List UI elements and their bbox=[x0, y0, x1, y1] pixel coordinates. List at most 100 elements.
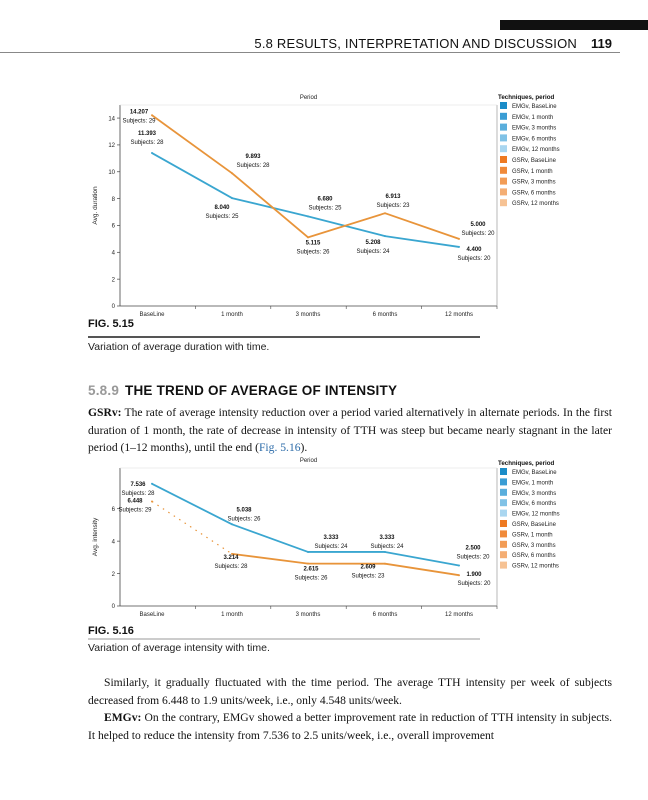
data-point bbox=[151, 114, 153, 117]
data-point bbox=[231, 197, 233, 200]
x-tick-label: 3 months bbox=[296, 312, 321, 318]
x-tick-label: BaseLine bbox=[139, 312, 165, 318]
data-point bbox=[307, 215, 309, 218]
data-point bbox=[384, 562, 386, 565]
header-bar bbox=[500, 20, 648, 30]
data-label-subjects: Subjects: 20 bbox=[457, 256, 491, 262]
chart-title: Period bbox=[300, 95, 317, 101]
series-gsrv-segment bbox=[151, 500, 233, 555]
data-label-subjects: Subjects: 29 bbox=[122, 118, 156, 124]
x-tick-label: 1 month bbox=[221, 612, 243, 618]
legend-swatch bbox=[500, 540, 507, 548]
data-label-subjects: Subjects: 28 bbox=[214, 564, 248, 570]
x-tick-label: 12 months bbox=[445, 612, 473, 618]
x-tick-label: BaseLine bbox=[139, 612, 165, 618]
data-label-value: 14.207 bbox=[130, 109, 149, 115]
legend-swatch bbox=[500, 488, 507, 496]
legend-item: GSRv, 1 month bbox=[512, 169, 553, 175]
legend-swatch bbox=[500, 166, 507, 174]
data-label-value: 5.115 bbox=[306, 240, 321, 246]
y-tick-label: 0 bbox=[112, 604, 116, 610]
legend-item: EMGv, 3 months bbox=[512, 126, 556, 132]
series-emgv-segment bbox=[384, 551, 460, 567]
section-heading: 5.8.9 THE TREND OF AVERAGE OF INTENSITY bbox=[88, 383, 397, 398]
data-label-value: 4.400 bbox=[466, 247, 482, 253]
data-label-subjects: Subjects: 24 bbox=[356, 249, 390, 255]
series-gsrv-segment bbox=[307, 212, 386, 239]
data-point bbox=[231, 172, 233, 175]
legend-item: EMGv, BaseLine bbox=[512, 470, 557, 476]
data-label-value: 5.000 bbox=[470, 222, 486, 228]
data-point bbox=[307, 550, 309, 553]
data-point bbox=[458, 574, 460, 577]
legend-swatch bbox=[500, 509, 507, 517]
figure-link[interactable]: Fig. 5.16 bbox=[258, 441, 301, 454]
page-number: 119 bbox=[591, 36, 612, 51]
legend-item: EMGv, 12 months bbox=[512, 147, 560, 153]
legend-swatch bbox=[500, 561, 507, 569]
data-label-value: 3.333 bbox=[379, 535, 395, 541]
data-label-subjects: Subjects: 25 bbox=[308, 205, 342, 211]
data-point bbox=[307, 236, 309, 239]
y-tick-label: 0 bbox=[112, 304, 116, 310]
legend-swatch bbox=[500, 499, 507, 507]
legend-item: GSRv, BaseLine bbox=[512, 158, 557, 164]
figure-rule bbox=[88, 638, 480, 640]
data-label-subjects: Subjects: 29 bbox=[118, 507, 152, 513]
paragraph-text: The rate of average intensity reduction … bbox=[88, 406, 612, 454]
data-label-value: 5.208 bbox=[365, 240, 381, 246]
data-label-subjects: Subjects: 24 bbox=[314, 544, 348, 550]
paragraph-text: On the contrary, EMGv showed a better im… bbox=[88, 711, 612, 742]
y-axis-label: Avg. duration bbox=[92, 186, 99, 225]
legend-item: EMGv, 6 months bbox=[512, 136, 556, 142]
legend-swatch bbox=[500, 530, 507, 538]
data-point bbox=[151, 152, 153, 155]
legend-item: GSRv, 1 month bbox=[512, 532, 553, 538]
paragraph-emgv: EMGv: On the contrary, EMGv showed a bet… bbox=[88, 709, 612, 744]
paragraph-lead: EMGv: bbox=[104, 711, 142, 724]
legend-swatch bbox=[500, 145, 507, 153]
legend-item: GSRv, 12 months bbox=[512, 564, 559, 570]
legend-item: GSRv, 3 months bbox=[512, 180, 556, 186]
series-gsrv-segment bbox=[231, 552, 309, 565]
data-label-subjects: Subjects: 28 bbox=[236, 163, 270, 169]
y-tick-label: 14 bbox=[108, 116, 115, 122]
paragraph-lead: GSRv: bbox=[88, 406, 122, 419]
legend-item: GSRv, 6 months bbox=[512, 553, 556, 559]
y-tick-label: 8 bbox=[112, 197, 116, 203]
legend-title: Techniques, period bbox=[498, 94, 554, 101]
data-point bbox=[384, 550, 386, 553]
data-label-subjects: Subjects: 20 bbox=[461, 231, 495, 237]
data-label-subjects: Subjects: 23 bbox=[351, 574, 385, 580]
data-label-value: 6.448 bbox=[127, 498, 143, 504]
y-tick-label: 4 bbox=[112, 251, 116, 257]
series-emgv-segment bbox=[231, 197, 309, 218]
y-tick-label: 6 bbox=[112, 224, 116, 230]
chart-2: Period 0 2 4 6 Avg. intensity BaseLine 1 month 3… bbox=[92, 458, 560, 618]
y-tick-label: 2 bbox=[112, 277, 116, 283]
y-tick-label: 12 bbox=[108, 143, 115, 149]
x-tick-label: 1 month bbox=[221, 312, 243, 318]
data-label-subjects: Subjects: 28 bbox=[130, 140, 164, 146]
series-gsrv-segment bbox=[151, 114, 233, 174]
legend-item: GSRv, 12 months bbox=[512, 201, 559, 207]
data-point bbox=[151, 500, 153, 503]
data-label-value: 2.500 bbox=[465, 545, 481, 551]
y-tick-label: 4 bbox=[112, 539, 116, 545]
x-tick-label: 3 months bbox=[296, 612, 321, 618]
series-emgv-segment bbox=[151, 483, 233, 526]
legend-item: EMGv, 1 month bbox=[512, 480, 553, 486]
data-point bbox=[384, 212, 386, 215]
data-point bbox=[307, 562, 309, 565]
y-axis-label: Avg. intensity bbox=[92, 517, 99, 556]
legend-swatch bbox=[500, 188, 507, 196]
series-emgv-segment bbox=[231, 523, 309, 553]
figure-label-5-15: FIG. 5.15 bbox=[88, 318, 134, 330]
data-point bbox=[231, 552, 233, 555]
data-label-subjects: Subjects: 25 bbox=[205, 214, 239, 220]
x-tick-label: 12 months bbox=[445, 312, 473, 318]
data-point bbox=[458, 245, 460, 248]
figure-rule bbox=[88, 336, 480, 338]
legend-item: GSRv, BaseLine bbox=[512, 522, 557, 528]
